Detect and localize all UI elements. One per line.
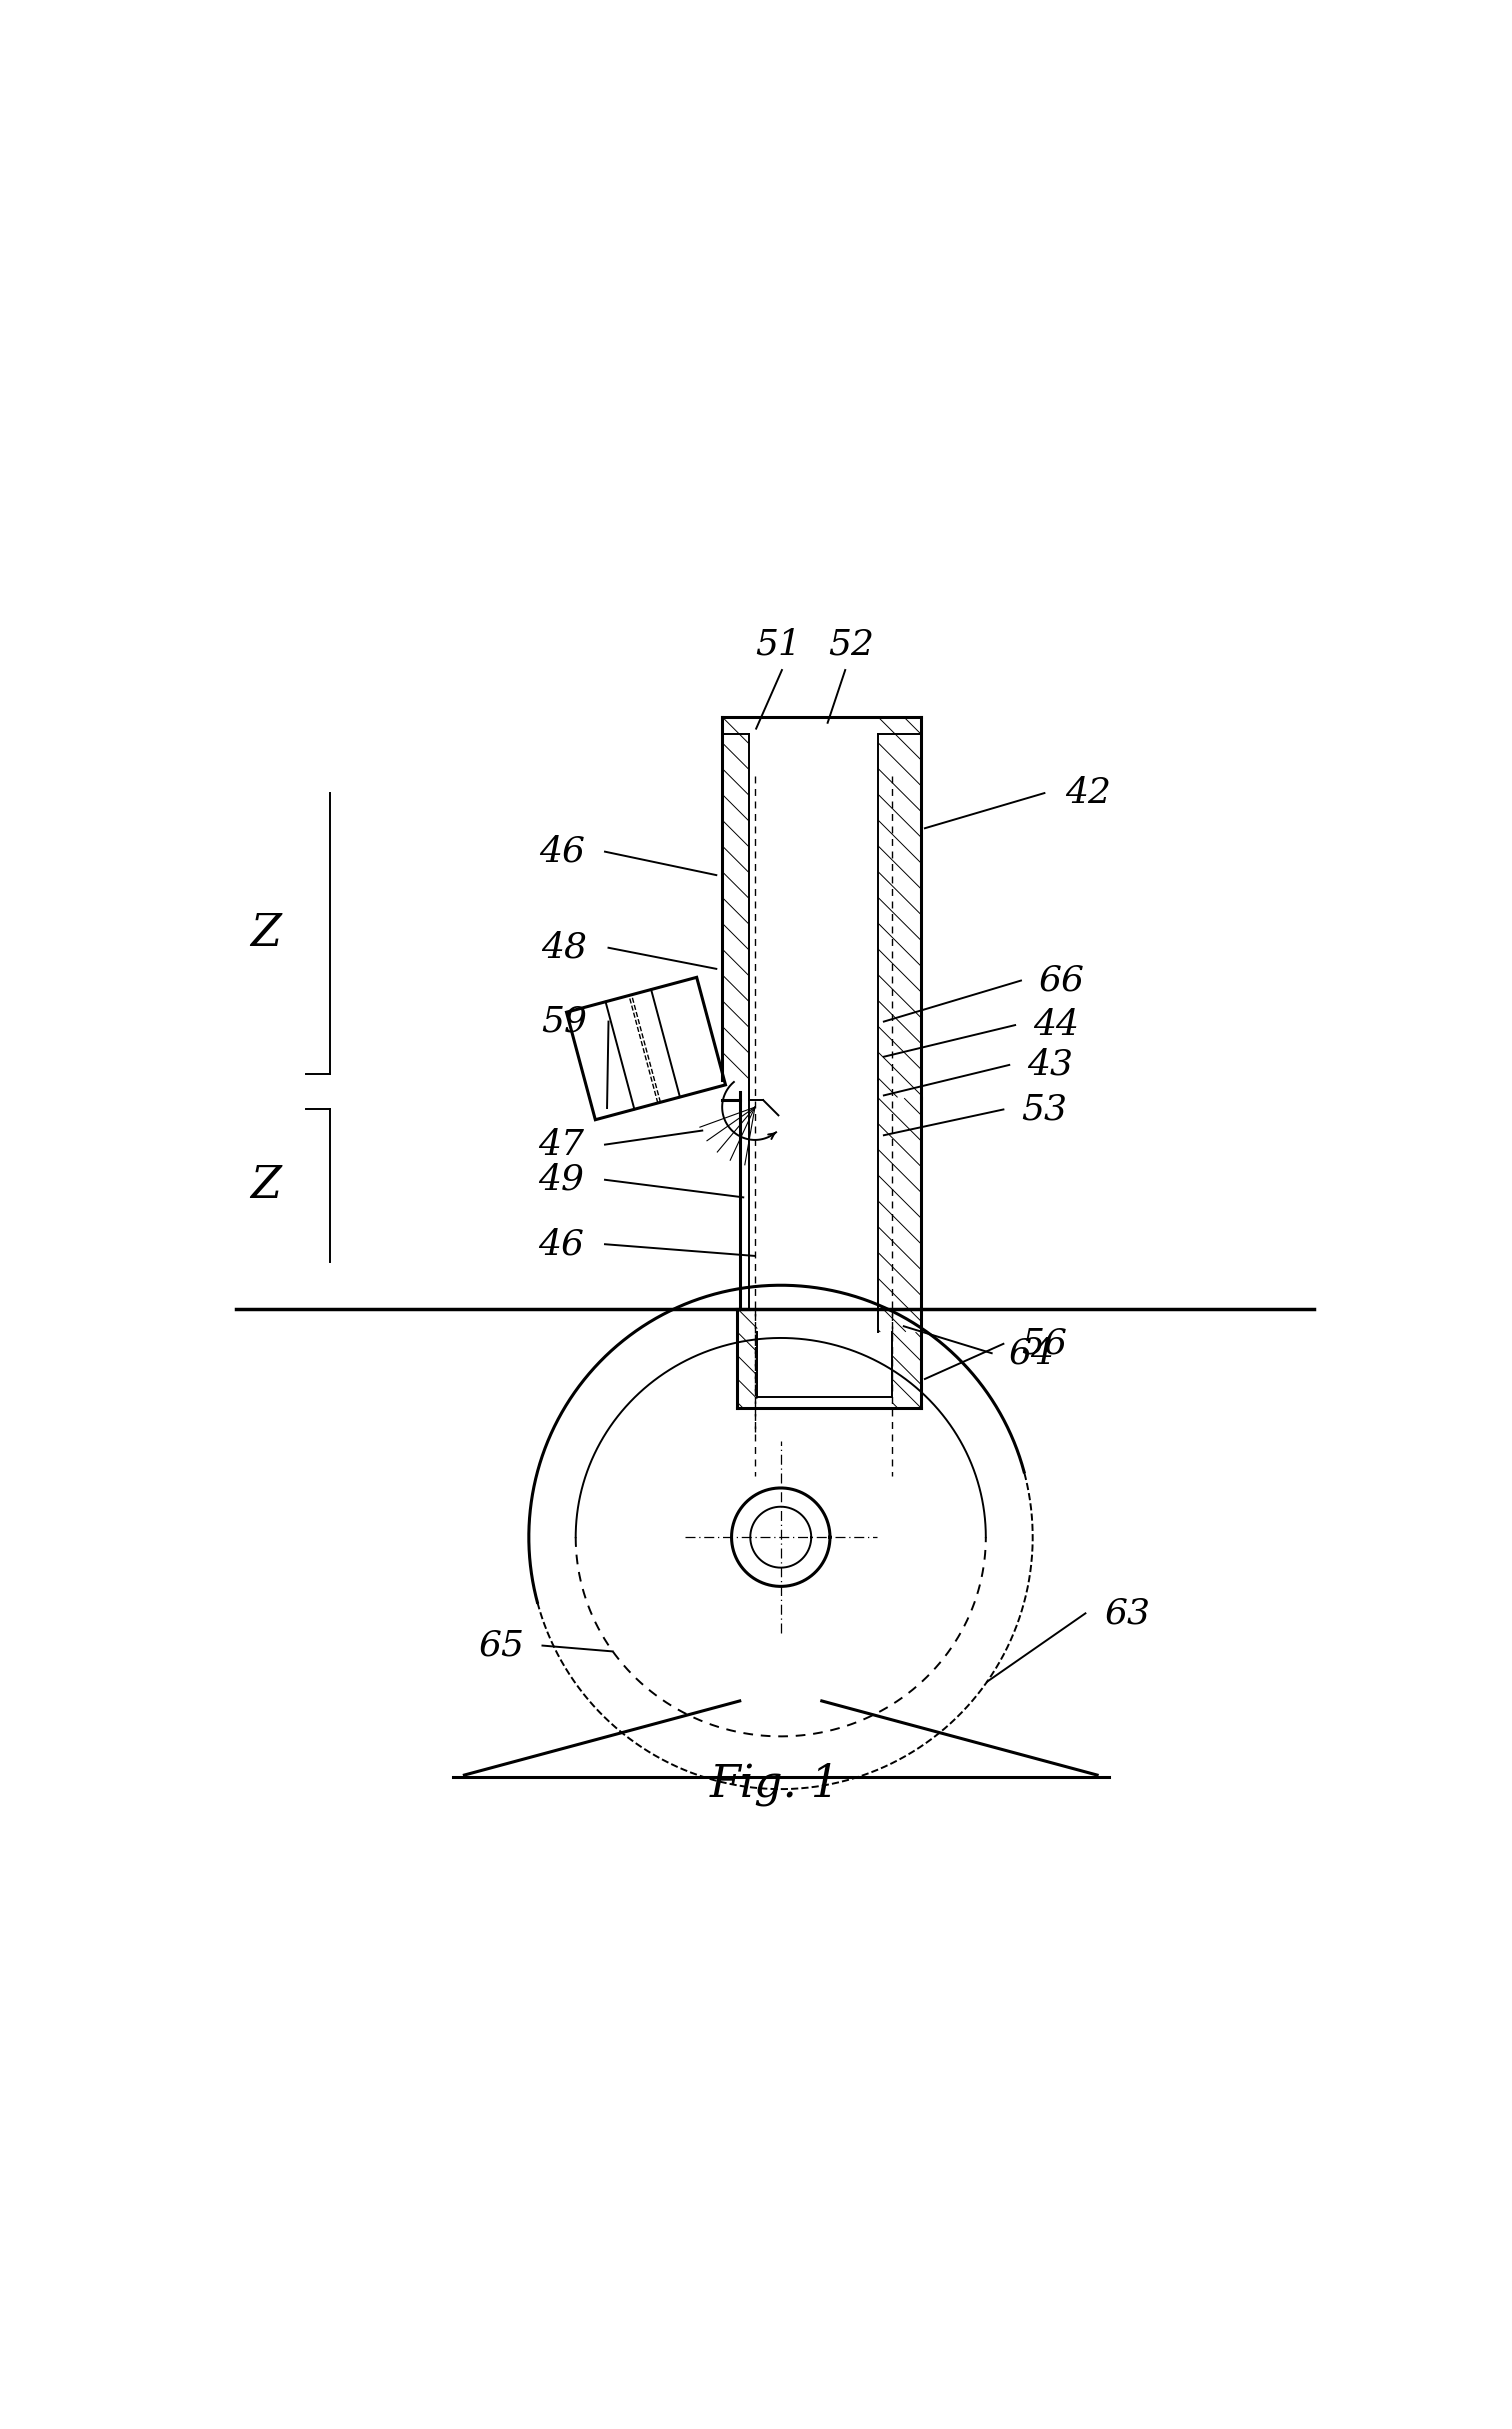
- Text: 59: 59: [541, 1006, 587, 1040]
- Text: 53: 53: [1021, 1093, 1067, 1127]
- Text: 64: 64: [1009, 1336, 1055, 1370]
- Text: 47: 47: [538, 1127, 584, 1161]
- Text: 63: 63: [1105, 1596, 1151, 1630]
- Text: Z: Z: [249, 913, 281, 955]
- Text: 46: 46: [540, 836, 585, 870]
- Text: 65: 65: [479, 1627, 525, 1661]
- Text: 48: 48: [541, 930, 587, 964]
- Text: 52: 52: [829, 627, 874, 661]
- Text: 66: 66: [1039, 964, 1084, 998]
- Text: 46: 46: [538, 1227, 584, 1261]
- Text: Fig. 1: Fig. 1: [709, 1761, 841, 1805]
- Text: Z: Z: [249, 1163, 281, 1207]
- Text: 51: 51: [756, 627, 801, 661]
- Text: 43: 43: [1027, 1047, 1074, 1081]
- Text: 44: 44: [1033, 1008, 1078, 1042]
- Text: 56: 56: [1021, 1326, 1067, 1360]
- Text: 42: 42: [1066, 777, 1111, 811]
- Text: 49: 49: [538, 1163, 584, 1197]
